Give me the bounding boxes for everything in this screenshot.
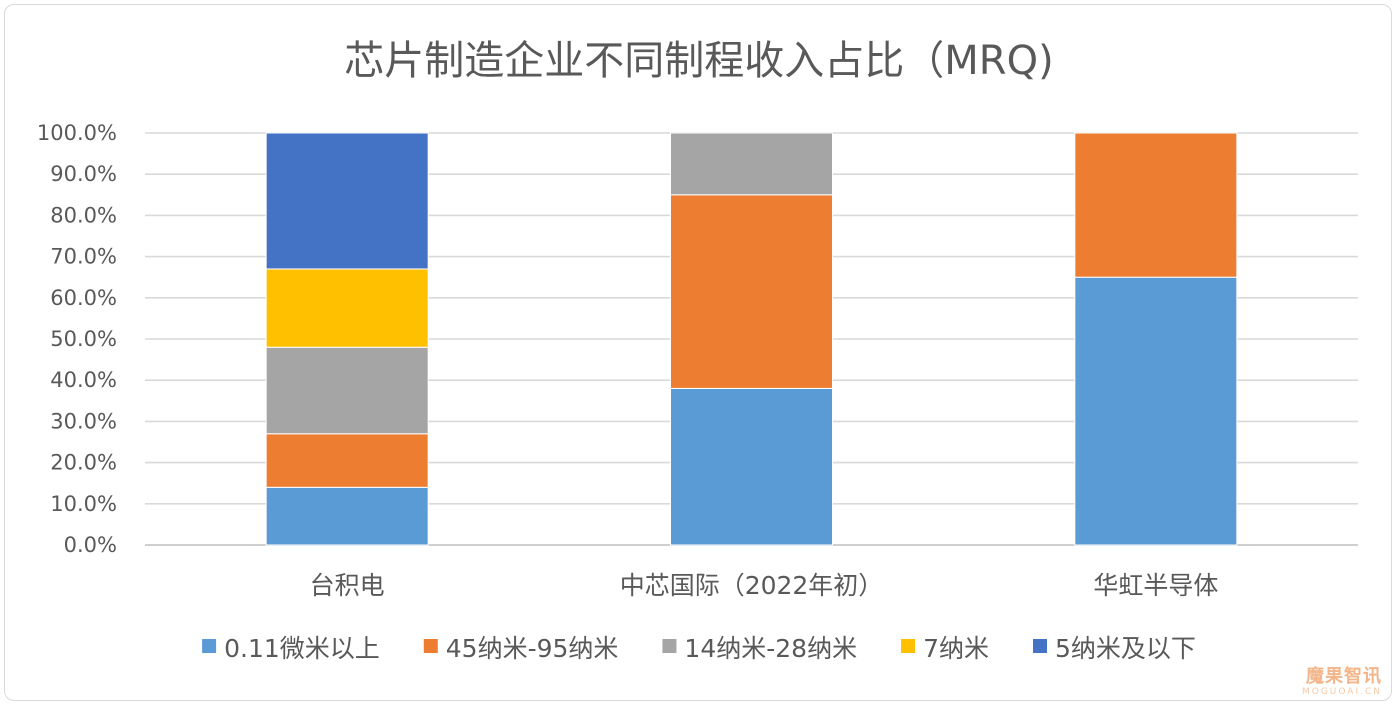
y-tick-label: 20.0% <box>50 451 117 475</box>
legend-label: 0.11微米以上 <box>224 634 380 663</box>
y-tick-label: 90.0% <box>50 162 117 186</box>
y-tick-label: 80.0% <box>50 203 117 227</box>
bar-segment <box>265 433 429 488</box>
legend-label: 45纳米-95纳米 <box>446 634 619 663</box>
bar-segment <box>265 346 429 435</box>
legend-item: 14纳米-28纳米 <box>662 634 857 663</box>
bar-segment <box>670 387 833 546</box>
y-tick-label: 30.0% <box>50 409 117 433</box>
x-category-label: 中芯国际（2022年初） <box>620 571 884 600</box>
legend-label: 14纳米-28纳米 <box>684 634 857 663</box>
bars <box>265 132 1238 546</box>
legend-label: 5纳米及以下 <box>1055 634 1196 663</box>
y-tick-label: 40.0% <box>50 368 117 392</box>
legend-swatch <box>901 639 916 653</box>
legend-swatch <box>662 639 677 653</box>
watermark-logo: 魔果智讯 MOGUOAI.CN <box>1302 668 1382 697</box>
y-tick-label: 10.0% <box>50 492 117 516</box>
bar-segment <box>670 132 833 196</box>
x-category-label: 台积电 <box>310 571 385 600</box>
x-category-label: 华虹半导体 <box>1093 571 1218 600</box>
y-tick-label: 60.0% <box>50 286 117 310</box>
bar-segment <box>265 268 429 348</box>
watermark-main: 魔果智讯 <box>1306 666 1382 687</box>
legend-item: 45纳米-95纳米 <box>423 634 619 663</box>
legend-swatch <box>202 639 217 653</box>
legend-swatch <box>1032 639 1047 653</box>
legend: 0.11微米以上 45纳米-95纳米 14纳米-28纳米 7纳米 5纳米及以下 <box>202 634 1196 663</box>
legend-item: 7纳米 <box>901 634 989 663</box>
bar-segment <box>265 132 429 270</box>
legend-item: 5纳米及以下 <box>1032 634 1196 663</box>
y-tick-label: 0.0% <box>64 533 117 557</box>
y-tick-label: 100.0% <box>37 121 117 145</box>
watermark-sub: MOGUOAI.CN <box>1301 687 1382 697</box>
legend-item: 0.11微米以上 <box>202 634 380 663</box>
bar-segment <box>670 194 833 389</box>
chart-title: 芯片制造企业不同制程收入占比（MRQ) <box>344 38 1053 84</box>
bar-segment <box>1074 276 1238 546</box>
y-tick-label: 50.0% <box>50 327 117 351</box>
bar-segment <box>1074 132 1238 278</box>
legend-swatch <box>423 639 438 653</box>
x-axis-categories: 台积电 中芯国际（2022年初） 华虹半导体 <box>310 571 1219 600</box>
y-tick-label: 70.0% <box>50 245 117 269</box>
y-axis-ticks: 0.0% 10.0% 20.0% 30.0% 40.0% 50.0% 60.0% 70.0% 8… <box>37 121 117 557</box>
legend-label: 7纳米 <box>923 634 989 663</box>
bar-segment <box>265 486 429 546</box>
